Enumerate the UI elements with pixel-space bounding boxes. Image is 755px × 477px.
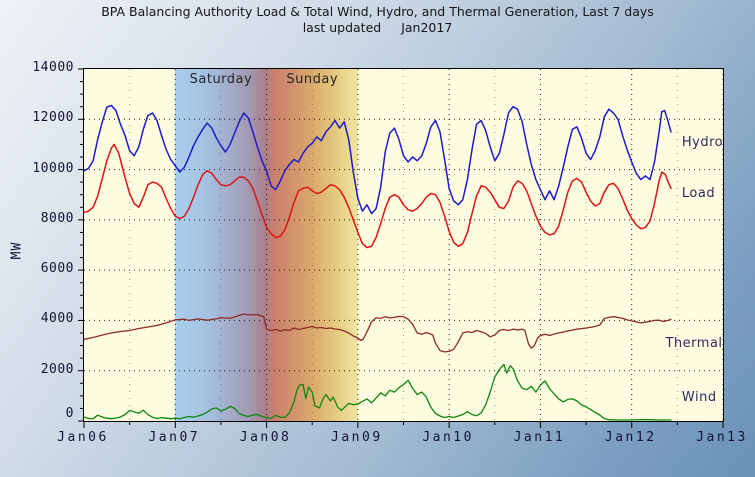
- x-tick-label: Jan07: [148, 430, 201, 445]
- hydro-line: [83, 104, 672, 215]
- sunday-label: Sunday: [286, 72, 339, 87]
- legend-wind-label: Wind: [681, 390, 717, 406]
- x-tick-label: Jan08: [239, 430, 292, 445]
- y-tick-label: 4000: [40, 311, 74, 327]
- chart-title: BPA Balancing Authority Load & Total Win…: [101, 4, 654, 19]
- y-tick-label: 6000: [40, 261, 74, 277]
- last-updated-label: last updated: [302, 20, 382, 35]
- y-tick-label: 8000: [40, 210, 74, 226]
- x-tick-label: Jan13: [696, 430, 748, 445]
- y-tick-label: 2000: [40, 361, 74, 377]
- x-tick-label: Jan11: [513, 430, 566, 445]
- last-updated-value: Jan2017: [401, 20, 453, 35]
- y-tick-label: 0: [65, 406, 74, 421]
- x-tick-label: Jan10: [422, 430, 474, 445]
- legend-thermal-label: Thermal: [665, 336, 723, 352]
- load-line: [83, 143, 672, 249]
- plot-area: Saturday Sunday Hydro Load Thermal Wind: [78, 68, 724, 428]
- chart-canvas: [78, 68, 724, 428]
- x-tick-label: Jan09: [331, 430, 383, 445]
- thermal-line: [83, 313, 672, 353]
- y-tick-label: 12000: [32, 110, 74, 126]
- title-block: BPA Balancing Authority Load & Total Win…: [0, 4, 755, 35]
- chart-subtitle: last updated Jan2017: [0, 20, 755, 35]
- y-tick-label: 14000: [32, 60, 74, 75]
- wind-line: [83, 363, 672, 421]
- x-tick-label: Jan06: [57, 430, 109, 445]
- y-tick-label: 10000: [32, 160, 74, 176]
- legend-load-label: Load: [681, 185, 716, 201]
- legend-hydro-label: Hydro: [681, 135, 724, 151]
- x-tick-label: Jan12: [604, 430, 657, 445]
- saturday-label: Saturday: [189, 72, 253, 87]
